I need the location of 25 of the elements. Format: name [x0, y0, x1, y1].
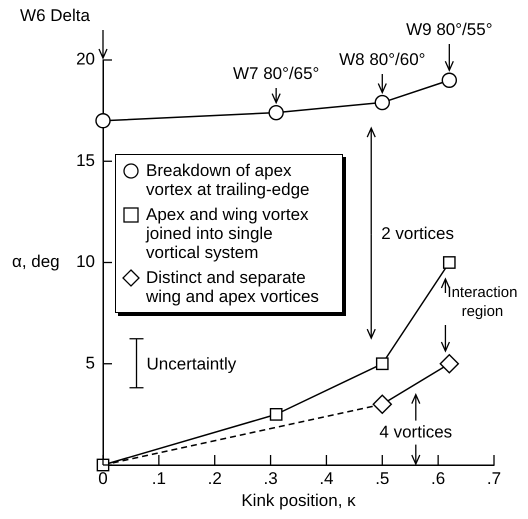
x-tick-label: .5: [375, 468, 390, 488]
y-tick-label: 10: [76, 252, 95, 272]
x-tick-label: .3: [263, 468, 278, 488]
x-tick-label: .4: [319, 468, 334, 488]
y-axis-title: α, deg: [12, 252, 60, 272]
legend-label: Breakdown of apex vortex at trailing-edge: [146, 161, 310, 199]
x-tick-label: .1: [152, 468, 166, 488]
annotation: Uncertaintly: [146, 354, 237, 374]
x-tick-label: .2: [208, 468, 222, 488]
x-tick-label: 0: [98, 468, 108, 488]
x-axis-title: Kink position, κ: [241, 491, 356, 510]
text: W6 Delta: [20, 6, 90, 26]
x-tick-label: .6: [431, 468, 446, 488]
annotation: W7 80°/65°: [232, 64, 320, 84]
annotation: 2 vortices: [381, 224, 454, 243]
y-tick-label: 15: [76, 150, 95, 170]
y-tick-label: 20: [76, 50, 95, 69]
annotation: W8 80°/60°: [339, 50, 426, 70]
annotation: Interaction region: [447, 284, 518, 320]
x-tick-label: .7: [486, 468, 502, 488]
legend-label: Distinct and separate wing and apex vortices: [146, 268, 320, 306]
y-tick-label: 5: [86, 353, 95, 372]
legend-label: Apex and wing vortex joined into single vortical system: [146, 205, 310, 262]
annotation: W9 80°/55°: [406, 20, 492, 40]
annotation: 4 vortices: [379, 422, 452, 442]
